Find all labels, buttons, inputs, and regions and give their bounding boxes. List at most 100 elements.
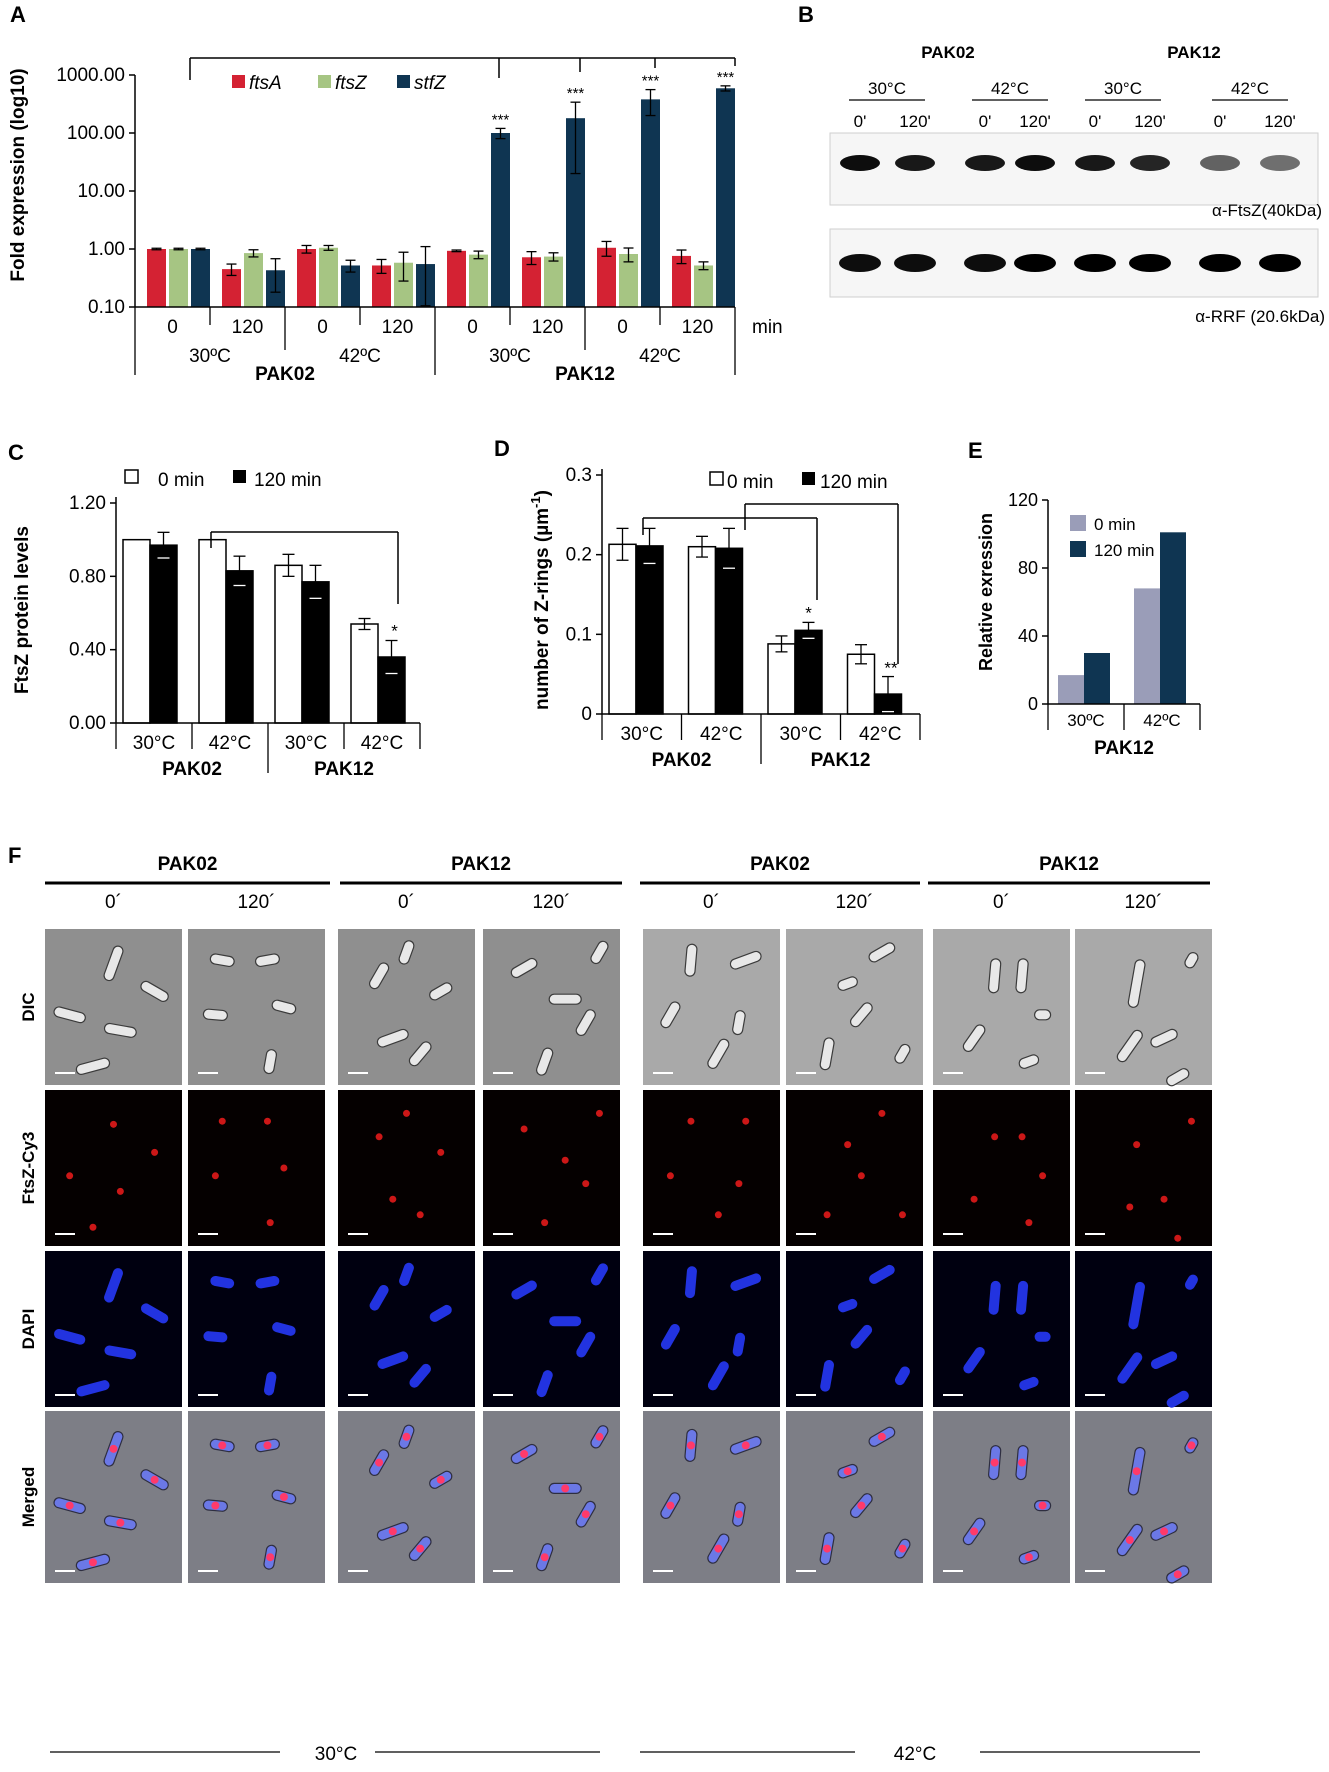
- fluorescent-spot: [823, 1211, 831, 1219]
- bacterial-cell: [271, 999, 297, 1015]
- chart-a-significance: ***: [567, 85, 585, 102]
- chart-d-x-tick-label: 42°C: [700, 724, 742, 745]
- merged-ftsz-spot: [263, 1441, 272, 1450]
- blot-ftsz-bands: [840, 155, 1300, 171]
- blot-ftsz-band: [965, 155, 1005, 171]
- chart-a-bar-ftsz: [469, 254, 488, 307]
- bacterial-cell: [429, 1304, 452, 1322]
- legend-swatch-stfz: [397, 75, 410, 88]
- time-header: 120´: [532, 892, 570, 913]
- microscopy-row-labels: DIC FtsZ-Cy3 DAPI Merged: [19, 992, 38, 1527]
- blot-temp-label: 42°C: [991, 79, 1029, 98]
- bacterial-cell: [76, 1380, 110, 1397]
- bacterial-cell: [511, 1280, 537, 1300]
- blot-rrf-band: [1129, 254, 1171, 272]
- fluorescent-spot: [742, 1117, 750, 1125]
- bacterial-cell: [377, 1351, 409, 1369]
- fluorescent-spot: [1025, 1219, 1033, 1227]
- bacterial-cell: [398, 940, 415, 965]
- legend-d-120min: 120 min: [820, 472, 888, 493]
- bacterial-cell: [376, 1028, 409, 1048]
- fluorescent-spot: [110, 1120, 117, 1128]
- merged-ftsz-spot: [1132, 1467, 1141, 1476]
- blot-time-label: 0': [979, 112, 992, 131]
- chart-a-x-tick-label: 120: [232, 317, 264, 338]
- legend-ftsz: ftsZ: [335, 73, 368, 94]
- bacterial-cell: [549, 1316, 582, 1327]
- merged-ftsz-spot: [150, 1475, 159, 1484]
- bacterial-cell: [894, 1043, 911, 1064]
- chart-a: Fold expression (log10) 1000.00 100.00 10.…: [8, 57, 783, 385]
- bacterial-cell: [535, 1047, 554, 1076]
- strain-header: PAK12: [1039, 854, 1099, 875]
- fluorescent-spot: [1126, 1203, 1134, 1211]
- chart-a-x-tick-label: 120: [382, 317, 414, 338]
- legend-e-0min: 0 min: [1094, 515, 1136, 534]
- bacterial-cell: [575, 1009, 596, 1036]
- time-header: 0´: [398, 892, 415, 913]
- fluorescent-spot: [66, 1172, 74, 1180]
- chart-a-x-tick-label: 0: [167, 317, 178, 338]
- bacterial-cell: [1150, 1351, 1178, 1370]
- bacterial-cell: [707, 1361, 729, 1391]
- fluorescent-spot: [211, 1172, 219, 1180]
- merged-ftsz-spot: [581, 1510, 590, 1519]
- merged-ftsz-spot: [279, 1493, 288, 1501]
- bacterial-cell: [850, 1324, 873, 1349]
- chart-a-temp-label: 30ºC: [189, 346, 231, 367]
- chart-a-bar-ftsz: [694, 265, 713, 307]
- blot-rrf-band: [894, 254, 936, 272]
- chart-a-significance: ***: [717, 69, 735, 86]
- merged-ftsz-spot: [540, 1553, 549, 1562]
- bacterial-cell: [53, 1006, 86, 1024]
- fluorescent-spot: [878, 1109, 886, 1117]
- panel-label-f: F: [8, 843, 21, 868]
- chart-a-bar-ftsa: [147, 249, 166, 307]
- fluorescent-spot: [687, 1117, 695, 1125]
- chart-a-bar-stfz: [341, 265, 360, 307]
- figure-panels-a-to-e: A Fold expression (log10) 1000.00100.001…: [8, 2, 1325, 780]
- legend-swatch-d-0min: [709, 471, 724, 486]
- blot-time-label: 0': [854, 112, 867, 131]
- merged-ftsz-spot: [686, 1441, 695, 1450]
- fluorescent-spot: [844, 1141, 852, 1149]
- merged-ftsz-spot: [116, 1518, 125, 1527]
- legend-c-120min: 120 min: [254, 470, 322, 491]
- bacterial-cell: [369, 962, 390, 990]
- bacterial-cell: [1016, 1280, 1029, 1315]
- chart-d-brackets: [642, 503, 899, 664]
- chart-c-x-tick-label: 42°C: [361, 733, 403, 754]
- legend-swatch-ftsa: [232, 75, 245, 88]
- chart-a-x-tick-label: 0: [317, 317, 328, 338]
- fluorescent-spot: [541, 1219, 549, 1227]
- bacterial-cell: [1116, 1029, 1143, 1063]
- bacterial-cell: [868, 942, 896, 963]
- chart-e-x-tick-label: 42ºC: [1143, 711, 1180, 730]
- chart-e-y-tick-label: 40: [1018, 626, 1038, 646]
- merged-ftsz-spot: [88, 1558, 97, 1567]
- time-header: 0´: [105, 892, 122, 913]
- chart-a-unit: min: [752, 317, 783, 338]
- chart-c-x-tick-label: 30°C: [285, 733, 327, 754]
- legend-e-120min: 120 min: [1094, 541, 1154, 560]
- tile-merged-7: [933, 1411, 1070, 1583]
- bacterial-cell: [408, 1041, 432, 1067]
- tile-ftsz-cy3-7: [933, 1090, 1070, 1246]
- fluorescent-spot: [263, 1117, 271, 1125]
- chart-c-bar-0min: [350, 623, 379, 724]
- legend-swatch-d-120min: [802, 472, 815, 485]
- merged-ftsz-spot: [898, 1544, 907, 1553]
- chart-a-y-tick-label: 100.00: [67, 123, 125, 144]
- chart-a-bar-ftsa: [297, 249, 316, 307]
- panel-label-a: A: [10, 2, 26, 27]
- tile-merged-8: [1075, 1411, 1212, 1583]
- bacterial-cell: [255, 1275, 280, 1289]
- bacterial-cell: [429, 982, 453, 1001]
- blot-time-label: 0': [1214, 112, 1227, 131]
- chart-d-legend: 0 min 120 min: [709, 471, 888, 493]
- chart-e: Relative exression 0 min 120 min 120 80 40…: [976, 490, 1201, 759]
- chart-a-temp-label: 42ºC: [339, 346, 381, 367]
- fluorescent-spot: [857, 1172, 865, 1180]
- chart-d-x-tick-label: 42°C: [859, 724, 901, 745]
- blot-rrf-band: [1259, 254, 1301, 272]
